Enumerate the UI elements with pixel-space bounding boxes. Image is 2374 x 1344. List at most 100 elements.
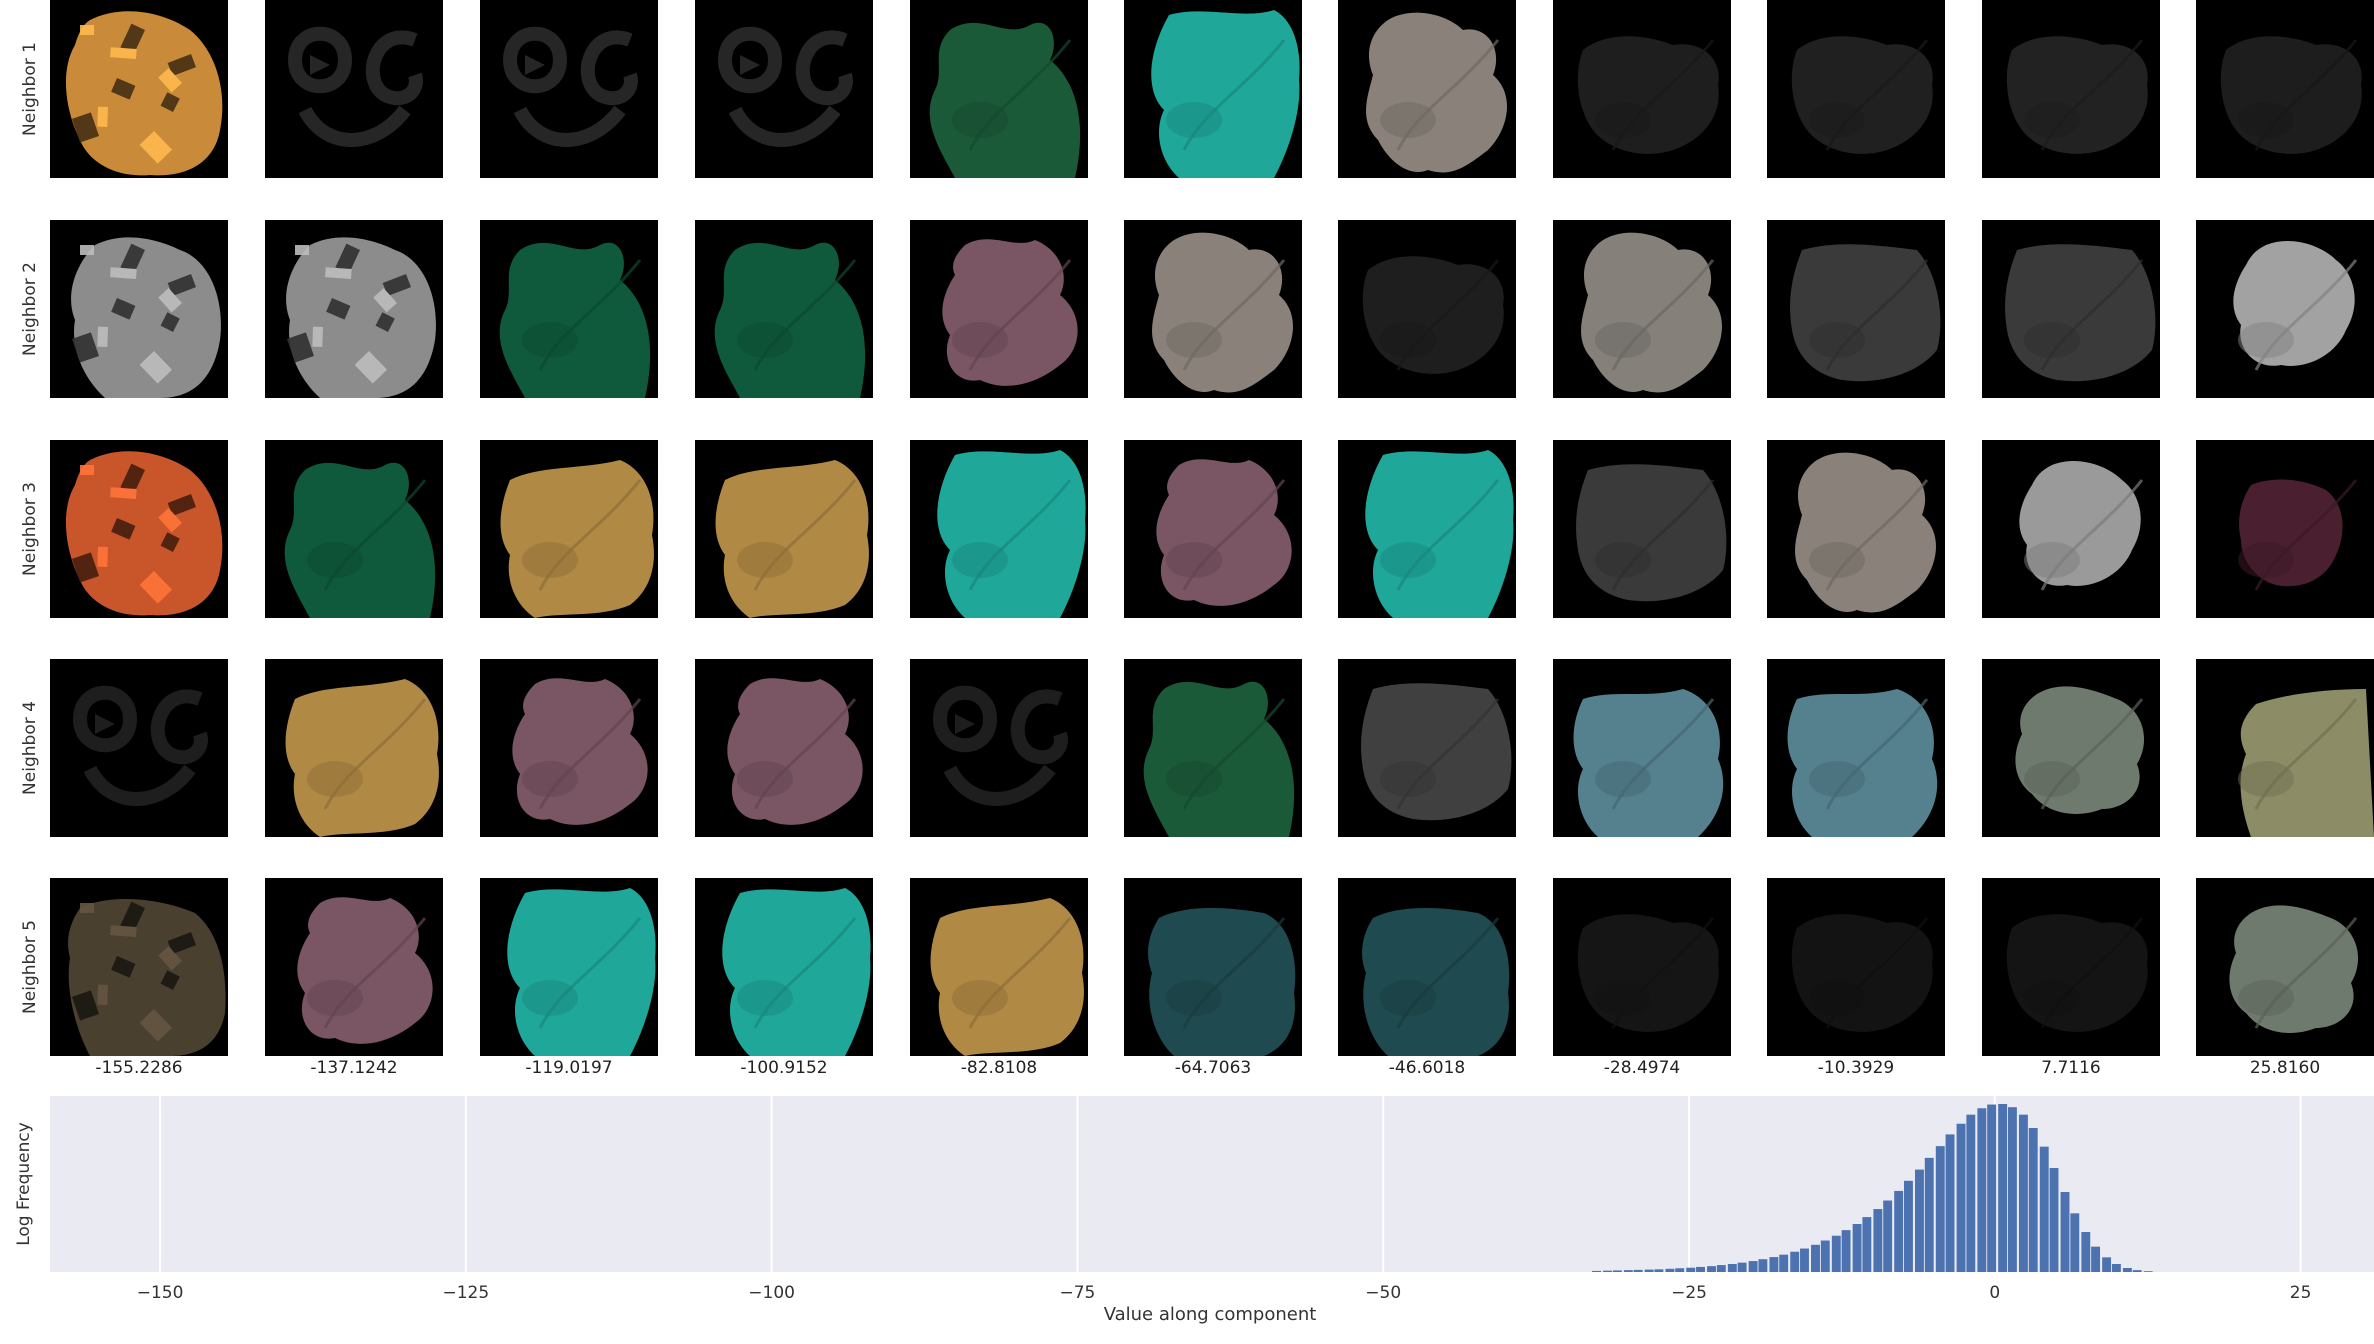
histogram-bar [1603,1270,1613,1272]
row-label-text: Neighbor 5 [20,920,40,1014]
histogram-bar [2039,1146,2049,1272]
histogram-bar [2028,1128,2038,1272]
column-value: -82.8108 [960,1058,1038,1078]
neighbor-thumbnail [695,878,873,1056]
neighbor-thumbnail [1553,220,1731,398]
histogram-bar [1675,1268,1685,1272]
neighbor-thumbnail [480,220,658,398]
column-value: -64.7063 [1174,1058,1252,1078]
histogram-plot-area [50,1096,2374,1272]
histogram-bar [1998,1104,2008,1272]
thumbnail-image [714,242,866,398]
x-tick-label: 0 [1989,1283,2001,1303]
histogram-bar [2018,1114,2028,1272]
neighbor-thumbnail [910,220,1088,398]
thumbnail-image [285,679,439,837]
row-label: Neighbor 2 [16,220,44,398]
neighbor-thumbnail [910,440,1088,618]
histogram-bar [2081,1232,2091,1272]
thumbnail-image [2019,460,2144,591]
neighbor-thumbnail [50,878,228,1056]
thumbnail-image [932,685,1068,806]
row-label: Neighbor 3 [16,440,44,618]
neighbor-thumbnail [1338,878,1516,1056]
histogram-bar [1790,1251,1800,1272]
thumbnail-image [715,460,869,618]
neighbor-thumbnail [1767,659,1945,837]
histogram-bar [1811,1244,1820,1272]
thumbnail-image [1795,452,1936,613]
x-tick-label: −150 [136,1283,184,1303]
neighbor-thumbnail [265,220,443,398]
neighbor-thumbnail [265,878,443,1056]
thumbnail-image [65,11,223,176]
histogram-bar [1862,1217,1872,1272]
histogram-bar [2132,1270,2142,1272]
thumbnail-image [1148,908,1296,1056]
neighbor-thumbnail [1124,440,1302,618]
neighbor-thumbnail [695,0,873,178]
histogram-bar [1737,1262,1747,1272]
thumbnail-image [942,239,1078,386]
neighbor-thumbnail [1767,0,1945,178]
thumbnail-image [1143,681,1295,837]
thumbnail-image [1791,36,1933,154]
thumbnail-image [286,237,436,398]
neighbor-thumbnail [1553,878,1731,1056]
neighbor-thumbnail [2196,659,2374,837]
thumbnail-image [2015,686,2145,814]
neighbor-thumbnail [1124,0,1302,178]
thumbnail-image [1573,689,1724,837]
row-label: Neighbor 1 [16,0,44,178]
histogram-bar [1623,1270,1633,1272]
x-tick-label: −25 [1671,1283,1707,1303]
histogram-bar [1612,1270,1622,1272]
thumbnail-image [722,888,871,1056]
histogram-bar [1654,1269,1664,1272]
histogram-bar [1779,1254,1789,1272]
neighbor-thumbnail [480,659,658,837]
thumbnail-image [1362,256,1504,374]
thumbnail-image [297,897,433,1044]
histogram-bar [1592,1270,1601,1272]
histogram-bar [2111,1264,2121,1272]
row-label: Neighbor 4 [16,659,44,837]
neighbor-thumbnail [910,878,1088,1056]
thumbnail-image [499,242,651,398]
neighbor-thumbnail [1553,0,1731,178]
histogram-bar [1707,1266,1716,1272]
neighbor-thumbnail [2196,0,2374,178]
neighbor-thumbnail [1982,878,2160,1056]
histogram-bar [1852,1224,1862,1272]
column-value: -10.3929 [1817,1058,1895,1078]
thumbnail-image [2233,240,2358,371]
histogram-bar [1935,1146,1945,1272]
thumbnail-image [2006,36,2148,154]
histogram-bar [1769,1257,1779,1272]
neighbor-thumbnail [1982,659,2160,837]
thumbnail-image [68,898,226,1056]
neighbor-thumbnail [1338,440,1516,618]
thumbnail-image [1577,914,1719,1032]
histogram-bar [2091,1246,2101,1272]
column-value: 7.7116 [2041,1058,2101,1078]
row-label-text: Neighbor 3 [20,482,40,576]
thumbnail-image [727,678,863,825]
neighbor-thumbnail [480,440,658,618]
thumbnail-image [500,460,654,618]
x-tick-label: −75 [1059,1283,1096,1303]
column-value: -155.2286 [95,1058,183,1078]
neighbor-thumbnail [1553,440,1731,618]
thumbnail-image [284,462,436,618]
column-value: -100.9152 [740,1058,828,1078]
neighbor-thumbnail [2196,878,2374,1056]
histogram-bar [2143,1271,2153,1272]
histogram-bar [1924,1157,1934,1272]
neighbor-thumbnail [1767,440,1945,618]
thumbnail-image [1362,908,1510,1056]
column-value: -137.1242 [310,1058,398,1078]
x-tick-label: −125 [442,1283,490,1303]
histogram-bar [1633,1269,1643,1272]
thumbnail-image [1787,689,1938,837]
neighbor-thumbnail [1338,0,1516,178]
